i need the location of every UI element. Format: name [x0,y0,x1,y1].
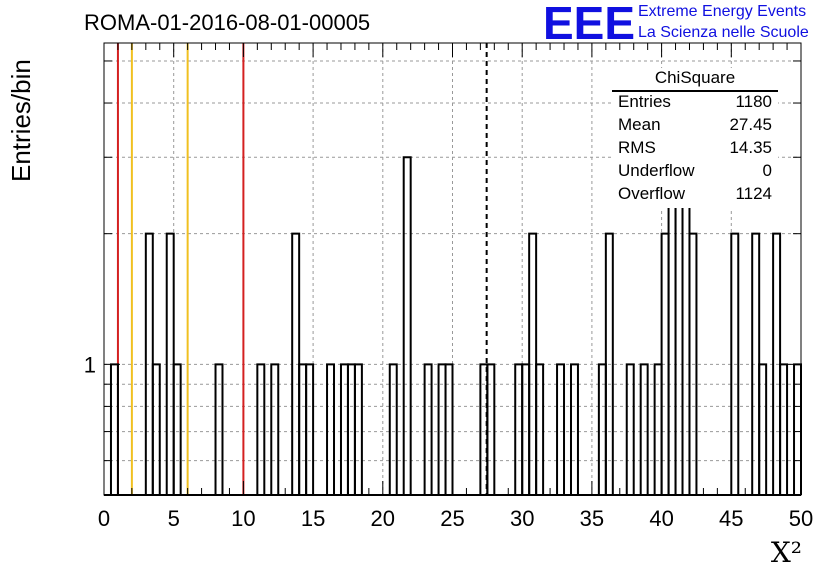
stats-row-overflow: Overflow 1124 [618,184,772,206]
histogram-bin [326,363,336,495]
logo-line-1: Extreme Energy Events [638,3,807,20]
x-tick-label: 50 [789,506,813,531]
x-tick-label: 15 [301,506,325,531]
stats-label: RMS [618,138,656,157]
stats-label: Underflow [618,161,695,180]
x-tick-label: 20 [371,506,395,531]
histogram-bin [214,363,224,495]
stats-value: 14.35 [729,138,772,157]
eee-logo: EEE [543,2,635,42]
x-tick-label: 5 [168,506,180,531]
x-tick-label: 25 [440,506,464,531]
histogram-bin [556,363,566,495]
page-title: ROMA-01-2016-08-01-00005 [84,10,371,35]
y-tick-label: 1 [84,352,96,377]
histogram-bin [423,363,433,495]
stats-row-mean: Mean 27.45 [618,115,772,137]
stats-row-underflow: Underflow 0 [618,161,772,183]
histogram-series [104,156,802,496]
histogram-bin [779,363,789,495]
histogram-bin [688,232,698,495]
x-tick-label: 10 [231,506,255,531]
histogram-bin [604,232,614,495]
stats-value: 1124 [735,184,772,203]
stats-value: 27.45 [729,115,772,134]
histogram-bin [151,363,161,495]
histogram-bin [388,363,398,495]
stats-title: ChiSquare [654,68,736,87]
tick-labels: 0 5 10 15 20 25 30 35 40 45 50 1 [84,352,813,531]
stats-label: Entries [618,92,671,111]
logo-line-2: La Scienza nelle Scuole [638,24,809,41]
histogram-bin [256,363,266,495]
histogram-bin [402,156,412,495]
histogram-bin [569,363,579,495]
histogram-bin [535,363,545,495]
stats-row-entries: Entries 1180 [618,92,772,114]
reference-lines [116,43,488,495]
histogram-bin [639,363,649,495]
x-tick-label: 40 [649,506,673,531]
histogram-bin [758,363,768,495]
stats-row-rms: RMS 14.35 [618,138,772,160]
x-tick-label: 0 [98,506,110,531]
stats-value: 1180 [735,92,772,111]
stats-box: ChiSquare Entries 1180 Mean 27.45 RMS 14… [612,68,778,208]
x-axis-label: X² [770,536,802,569]
logo-letters: EEE [543,2,635,42]
stats-label: Mean [618,115,661,134]
stats-label: Overflow [618,184,686,203]
histogram-bin [305,363,315,495]
axis-ticks [103,43,802,495]
histogram-bin [444,363,454,495]
histogram-bin [353,363,363,495]
stats-value: 0 [762,161,772,180]
histogram-bin [270,363,280,495]
histogram-bin [625,363,635,495]
histogram-bin [172,363,182,495]
x-tick-label: 30 [510,506,534,531]
histogram-bin [486,363,496,495]
x-tick-label: 45 [719,506,743,531]
histogram-bin [730,232,740,495]
x-tick-label: 35 [580,506,604,531]
stats-divider [612,90,778,92]
